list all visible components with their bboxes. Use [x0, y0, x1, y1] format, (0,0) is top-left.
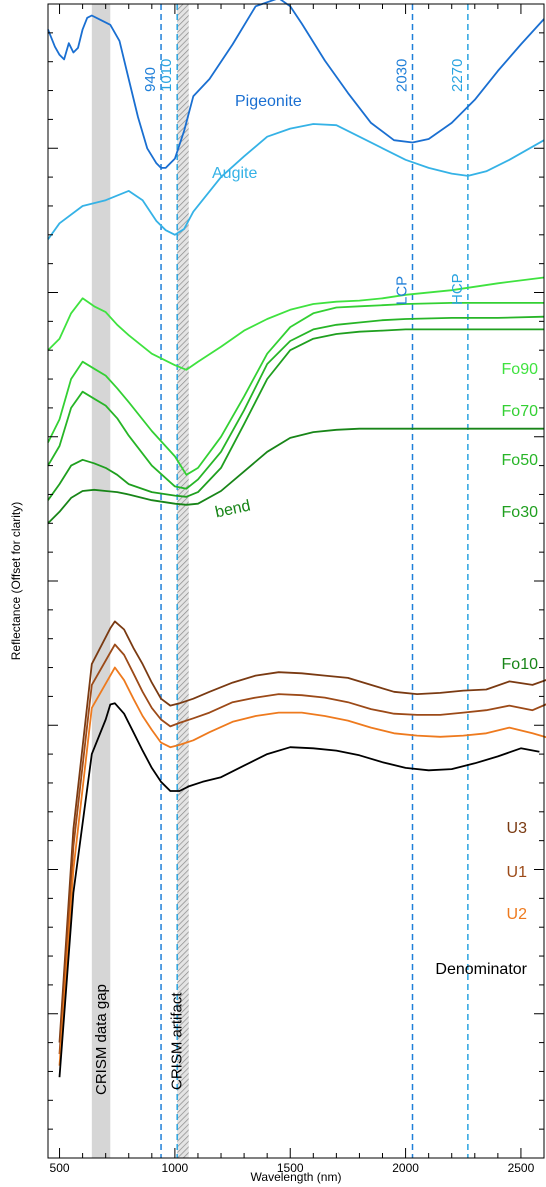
ticks-layer: 500 1000 1500 2000 2500 — [48, 3, 545, 1175]
crism-artifact-region — [177, 4, 189, 1158]
series-u1 — [58, 643, 546, 1055]
series-label-fo50: Fo50 — [502, 452, 539, 469]
series-augite — [47, 123, 545, 240]
series-fo90 — [47, 276, 545, 371]
series-label-u3: U3 — [507, 820, 528, 837]
series-label-augite: Augite — [212, 165, 257, 182]
series-fo10 — [47, 427, 544, 524]
lcp-annotation: LCP — [394, 276, 411, 305]
series-fo30 — [47, 328, 544, 501]
plot-frame — [47, 3, 545, 1159]
crism-data-gap-label: CRISM data gap — [93, 984, 110, 1095]
series-label-denominator: Denominator — [435, 961, 527, 978]
vline-label-2270: 2270 — [449, 59, 466, 92]
series-label-fo30: Fo30 — [502, 504, 539, 521]
series-fo50 — [47, 315, 545, 490]
x-tick-label-500: 500 — [50, 1161, 70, 1175]
bend-annotation: bend — [214, 497, 252, 521]
reference-lines-layer — [160, 4, 469, 1158]
series-pigeonite — [47, 0, 545, 169]
series-fo70 — [47, 302, 544, 476]
vline-label-1010: 1010 — [158, 59, 175, 92]
series-label-u2: U2 — [507, 906, 528, 923]
series-label-fo70: Fo70 — [502, 403, 539, 420]
x-tick-label-1500: 1500 — [277, 1161, 304, 1175]
series-denominator — [58, 702, 540, 1078]
vline-label-2030: 2030 — [394, 59, 411, 92]
x-tick-label-2500: 2500 — [508, 1161, 535, 1175]
crism-artifact-label: CRISM artifact — [169, 992, 186, 1090]
hcp-annotation: HCP — [449, 273, 466, 305]
vline-label-940: 940 — [142, 67, 159, 92]
series-label-fo90: Fo90 — [502, 361, 539, 378]
series-u2 — [58, 666, 546, 1066]
series-layer — [47, 0, 546, 1078]
x-axis-label: Wavelength (nm) — [251, 1170, 342, 1184]
series-label-fo10: Fo10 — [502, 656, 539, 673]
y-axis-label: Reflectance (Offset for clarity) — [9, 502, 23, 661]
labels-layer: CRISM data gap CRISM artifact 940 1010 2030 L… — [93, 59, 538, 1095]
x-tick-label-1000: 1000 — [162, 1161, 189, 1175]
series-label-u1: U1 — [507, 864, 528, 881]
regions-layer — [91, 4, 189, 1158]
x-tick-label-2000: 2000 — [392, 1161, 419, 1175]
series-label-pigeonite: Pigeonite — [235, 93, 302, 110]
crism-data-gap-region — [91, 4, 111, 1158]
series-u3 — [58, 620, 546, 1043]
